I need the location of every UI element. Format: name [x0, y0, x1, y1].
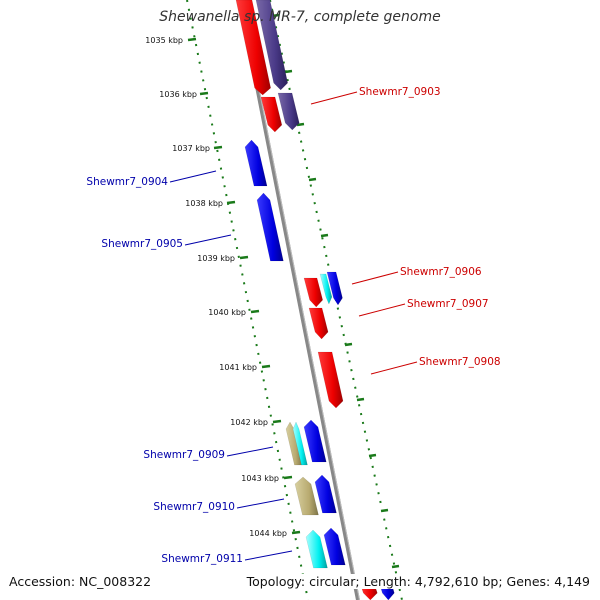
gene-block-blue: [314, 474, 337, 514]
gene-block-cyan: [319, 273, 333, 305]
gene-block-blue: [326, 271, 343, 306]
gene-block-shewmr7-0911: [305, 529, 328, 569]
gene-label-shewmr7-0904[interactable]: Shewmr7_0904: [86, 176, 168, 188]
kbp-tick-mark: [291, 530, 301, 535]
gene-block-red: [235, 0, 271, 96]
gene-leader-line: [351, 271, 399, 285]
kbp-tick-label: 1042 kbp: [230, 418, 268, 427]
gene-label-shewmr7-0905[interactable]: Shewmr7_0905: [101, 238, 183, 250]
kbp-tick-label: 1043 kbp: [241, 474, 279, 483]
kbp-tick-mark: [213, 145, 223, 150]
gene-block-purple: [255, 0, 288, 91]
genome-summary-text: Topology: circular; Length: 4,792,610 bp…: [244, 574, 590, 589]
right-tick-mark: [320, 233, 329, 238]
gene-block-purple: [277, 92, 300, 131]
kbp-tick-label: 1041 kbp: [219, 363, 257, 372]
kbp-tick-mark: [239, 255, 249, 260]
right-tick-mark: [308, 177, 317, 182]
gene-leader-line: [244, 550, 293, 561]
backbone-highlight: [241, 0, 360, 600]
right-tick-mark: [284, 69, 293, 74]
gene-label-shewmr7-0907[interactable]: Shewmr7_0907: [407, 298, 489, 310]
right-tick-mark: [391, 564, 400, 569]
kbp-tick-label: 1036 kbp: [159, 90, 197, 99]
gene-block-cyan: [292, 421, 308, 466]
backbone-line: [238, 0, 360, 600]
gene-block-shewmr7-0904: [244, 139, 268, 187]
gene-block-shewmr7-0906: [303, 277, 323, 308]
kbp-tick-mark: [283, 475, 293, 480]
map-title: Shewanella sp. MR-7, complete genome: [159, 9, 441, 25]
kbp-tick-label: 1039 kbp: [197, 254, 235, 263]
kbp-tick-mark: [226, 200, 236, 205]
gene-block-shewmr7-0909: [303, 419, 327, 463]
right-tick-mark: [356, 397, 365, 402]
gene-leader-line: [358, 303, 406, 317]
gene-leader-line: [370, 361, 418, 375]
kbp-tick-label: 1044 kbp: [249, 529, 287, 538]
right-tick-mark: [344, 342, 353, 347]
gene-leader-line: [310, 91, 358, 105]
gene-block-shewmr7-0905: [256, 192, 284, 262]
accession-text: Accession: NC_008322: [9, 574, 152, 589]
gene-label-shewmr7-0911[interactable]: Shewmr7_0911: [161, 553, 243, 565]
gene-label-shewmr7-0903[interactable]: Shewmr7_0903: [359, 86, 441, 98]
kbp-tick-mark: [261, 364, 271, 369]
gene-block-shewmr7-0907: [308, 307, 329, 340]
kbp-tick-mark: [187, 37, 197, 42]
gene-block-tan: [285, 421, 303, 466]
gene-leader-line: [184, 234, 232, 246]
kbp-tick-label: 1040 kbp: [208, 308, 246, 317]
kbp-tick-mark: [272, 419, 282, 424]
right-tick-mark: [368, 453, 377, 458]
gene-label-shewmr7-0910[interactable]: Shewmr7_0910: [153, 501, 235, 513]
gene-block-shewmr7-0908: [317, 351, 344, 409]
kbp-tick-mark: [199, 91, 209, 96]
gene-leader-line: [236, 498, 285, 509]
gene-label-shewmr7-0909[interactable]: Shewmr7_0909: [143, 449, 225, 461]
kbp-tick-label: 1037 kbp: [172, 144, 210, 153]
gene-label-shewmr7-0908[interactable]: Shewmr7_0908: [419, 356, 501, 368]
right-tick-mark: [380, 508, 389, 513]
kbp-tick-label: 1035 kbp: [145, 36, 183, 45]
kbp-tick-mark: [250, 309, 260, 314]
right-tick-mark: [296, 122, 305, 127]
gene-leader-line: [226, 446, 274, 457]
gene-block-shewmr7-0910: [294, 476, 319, 516]
gene-label-shewmr7-0906[interactable]: Shewmr7_0906: [400, 266, 482, 278]
left-tick-track: [186, 0, 309, 600]
gene-leader-line: [169, 170, 217, 183]
kbp-tick-label: 1038 kbp: [185, 199, 223, 208]
gene-block-blue: [323, 527, 346, 566]
gene-block-red: [260, 96, 283, 133]
